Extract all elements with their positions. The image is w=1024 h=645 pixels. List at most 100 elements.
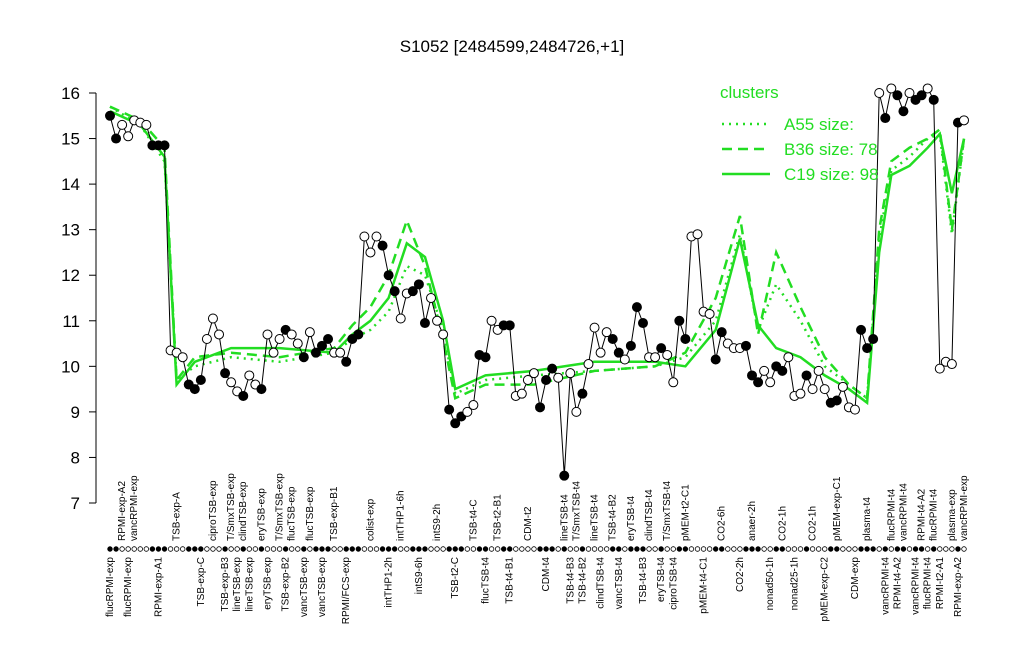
x-category-label: flucRPMI-exp <box>123 557 134 617</box>
data-point <box>862 343 873 354</box>
sample-dot <box>337 546 343 552</box>
data-point <box>547 363 558 374</box>
legend-label: A55 size: <box>784 115 854 134</box>
x-category-label: intTHP1-6h <box>396 490 407 541</box>
data-point <box>674 315 685 326</box>
sample-dot <box>882 546 888 552</box>
sample-dot <box>858 546 864 552</box>
x-category-label: TSB-t4-B1 <box>505 557 516 604</box>
sample-dot <box>482 546 489 552</box>
sample-dot <box>410 546 416 552</box>
x-category-label: TSB-exp-B1 <box>329 486 340 541</box>
data-point <box>480 352 491 363</box>
x-category-label: vancRPMI-t4 <box>898 483 909 541</box>
sample-dot <box>676 546 683 552</box>
sample-dot <box>888 546 895 552</box>
data-point <box>359 231 370 242</box>
sample-dot <box>876 546 882 552</box>
sample-dot <box>416 546 422 552</box>
x-category-label: flucRPMI-t4 <box>929 488 940 541</box>
x-category-label: CDM-t4 <box>541 557 552 592</box>
data-point <box>117 119 128 130</box>
x-category-label: T/SmxTSB-t4 <box>662 481 673 541</box>
data-point <box>395 313 406 324</box>
x-category-label: CO2-2h <box>735 557 746 592</box>
x-category-label: clindTSB-exp <box>238 481 249 541</box>
data-point <box>571 406 582 417</box>
data-point <box>177 352 188 363</box>
sample-dot <box>961 546 967 552</box>
x-category-label: TSB-exp-B3 <box>220 557 231 612</box>
data-line <box>109 87 965 476</box>
sample-dot <box>143 546 150 552</box>
x-category-label: clindTSB-t4 <box>644 489 655 541</box>
sample-dot <box>567 546 574 552</box>
x-category-label: plasma-t4 <box>862 497 873 541</box>
sample-dot <box>210 546 216 552</box>
x-category-label: TSB-exp-B2 <box>281 557 292 612</box>
sample-dot <box>670 546 676 552</box>
sample-dot <box>597 546 604 552</box>
sample-dot <box>149 546 156 552</box>
data-point <box>716 327 727 338</box>
x-category-label: flucRPMI-exp <box>105 557 116 617</box>
x-category-label: intTHP1-2h <box>384 557 395 608</box>
data-point <box>298 352 309 363</box>
data-point <box>268 347 279 358</box>
x-category-label: TSB-t4-C <box>468 499 479 541</box>
data-point <box>904 88 915 98</box>
data-point <box>201 334 212 344</box>
x-category-label: clindTSB-t4 <box>596 557 607 609</box>
x-category-label: vancTSB-t4 <box>614 557 625 610</box>
data-point <box>377 240 388 251</box>
sample-dot <box>113 546 119 552</box>
sample-dot <box>870 546 876 552</box>
sample-dot <box>186 546 192 552</box>
x-category-label: vancRPMI-exp <box>959 475 970 541</box>
sample-dot <box>434 546 440 552</box>
data-point <box>692 229 703 240</box>
sample-dot <box>367 546 374 552</box>
sample-dot <box>779 546 785 552</box>
sample-dot <box>404 546 410 552</box>
data-point <box>922 83 933 94</box>
x-category-label: T/SmxTSB-exp <box>275 473 286 541</box>
data-point <box>105 110 115 121</box>
sample-dot <box>700 546 707 552</box>
x-category-label: TSB-t4-B2 <box>577 557 588 604</box>
sample-dot <box>282 546 289 552</box>
sample-dot <box>937 546 943 552</box>
data-point <box>111 133 122 144</box>
sample-dot <box>591 546 598 552</box>
data-point <box>195 375 206 385</box>
data-point <box>371 231 382 242</box>
sample-dot <box>955 546 961 552</box>
sample-dot <box>216 546 222 552</box>
x-category-label: nonad25-1h <box>789 557 800 610</box>
sample-dot <box>179 546 186 552</box>
sample-dot <box>803 546 810 552</box>
data-point <box>438 329 449 340</box>
sample-dot <box>688 546 695 552</box>
x-category-label: TSB-exp-A <box>172 492 183 541</box>
data-point <box>522 375 533 385</box>
sample-dot <box>355 546 362 552</box>
x-category-label: eryTSB-t4 <box>656 557 667 602</box>
data-point <box>740 340 751 351</box>
legend-label: C19 size: 98 <box>784 165 879 184</box>
data-point <box>335 347 346 358</box>
data-point <box>868 334 879 344</box>
x-category-label: eryTSB-exp <box>262 557 273 610</box>
data-point <box>795 388 806 399</box>
sample-dot <box>579 546 586 552</box>
sample-dot <box>918 546 925 552</box>
x-category-label: plasma-exp <box>947 489 958 541</box>
x-category-label: TSB-t4-B3 <box>565 557 576 604</box>
sample-dot <box>198 546 204 552</box>
sample-dot <box>500 546 507 552</box>
data-point <box>528 368 539 379</box>
sample-dot <box>240 546 246 552</box>
sample-dot <box>398 546 404 552</box>
x-category-label: vancRPMI-t4 <box>880 557 891 615</box>
data-point <box>559 470 570 481</box>
